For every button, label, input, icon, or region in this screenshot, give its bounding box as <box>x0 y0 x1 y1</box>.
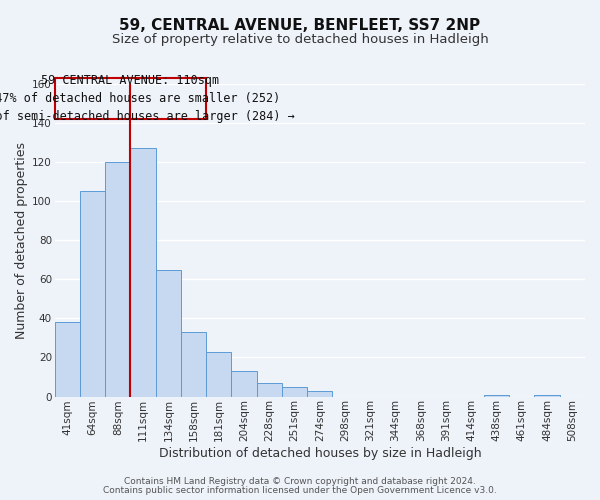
Bar <box>206 352 232 397</box>
Bar <box>156 270 181 396</box>
Text: Contains public sector information licensed under the Open Government Licence v3: Contains public sector information licen… <box>103 486 497 495</box>
Bar <box>535 394 560 396</box>
Text: Contains HM Land Registry data © Crown copyright and database right 2024.: Contains HM Land Registry data © Crown c… <box>124 477 476 486</box>
Text: 59, CENTRAL AVENUE, BENFLEET, SS7 2NP: 59, CENTRAL AVENUE, BENFLEET, SS7 2NP <box>119 18 481 32</box>
Text: Size of property relative to detached houses in Hadleigh: Size of property relative to detached ho… <box>112 32 488 46</box>
Bar <box>80 192 105 396</box>
Y-axis label: Number of detached properties: Number of detached properties <box>15 142 28 339</box>
Text: 59 CENTRAL AVENUE: 110sqm
← 47% of detached houses are smaller (252)
53% of semi: 59 CENTRAL AVENUE: 110sqm ← 47% of detac… <box>0 74 295 123</box>
Bar <box>232 371 257 396</box>
Bar <box>282 387 307 396</box>
Bar <box>484 394 509 396</box>
Bar <box>257 383 282 396</box>
Bar <box>105 162 130 396</box>
X-axis label: Distribution of detached houses by size in Hadleigh: Distribution of detached houses by size … <box>158 447 481 460</box>
Bar <box>55 322 80 396</box>
Bar <box>181 332 206 396</box>
Bar <box>130 148 156 396</box>
Bar <box>307 390 332 396</box>
